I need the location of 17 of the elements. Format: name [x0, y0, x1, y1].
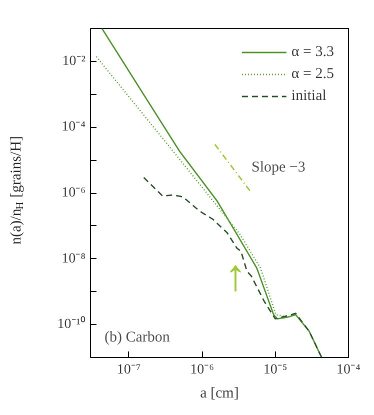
- x-tick-label: 10⁻⁴: [336, 362, 361, 378]
- y-tick-label: 10⁻¹⁰: [57, 316, 86, 332]
- y-tick-label: 10⁻²: [62, 54, 86, 69]
- legend-label: α = 3.3: [291, 44, 334, 60]
- annotation: (b) Carbon: [104, 330, 170, 346]
- y-tick-label: 10⁻⁸: [62, 251, 86, 266]
- annotation: Slope −3: [252, 160, 306, 176]
- x-tick-label: 10⁻⁶: [190, 362, 214, 378]
- legend-label: α = 2.5: [291, 66, 334, 82]
- x-tick-label: 10⁻⁵: [263, 362, 288, 378]
- x-axis-title: a [cm]: [200, 386, 239, 402]
- y-tick-label: 10⁻⁴: [62, 120, 86, 135]
- y-tick-label: 10⁻⁶: [62, 186, 86, 200]
- y-axis-title: n(a)/nH [grains/H]: [8, 136, 26, 244]
- x-tick-label: 10⁻⁷: [116, 362, 141, 378]
- annotation: ↑: [224, 251, 246, 300]
- legend-label: initial: [291, 88, 326, 104]
